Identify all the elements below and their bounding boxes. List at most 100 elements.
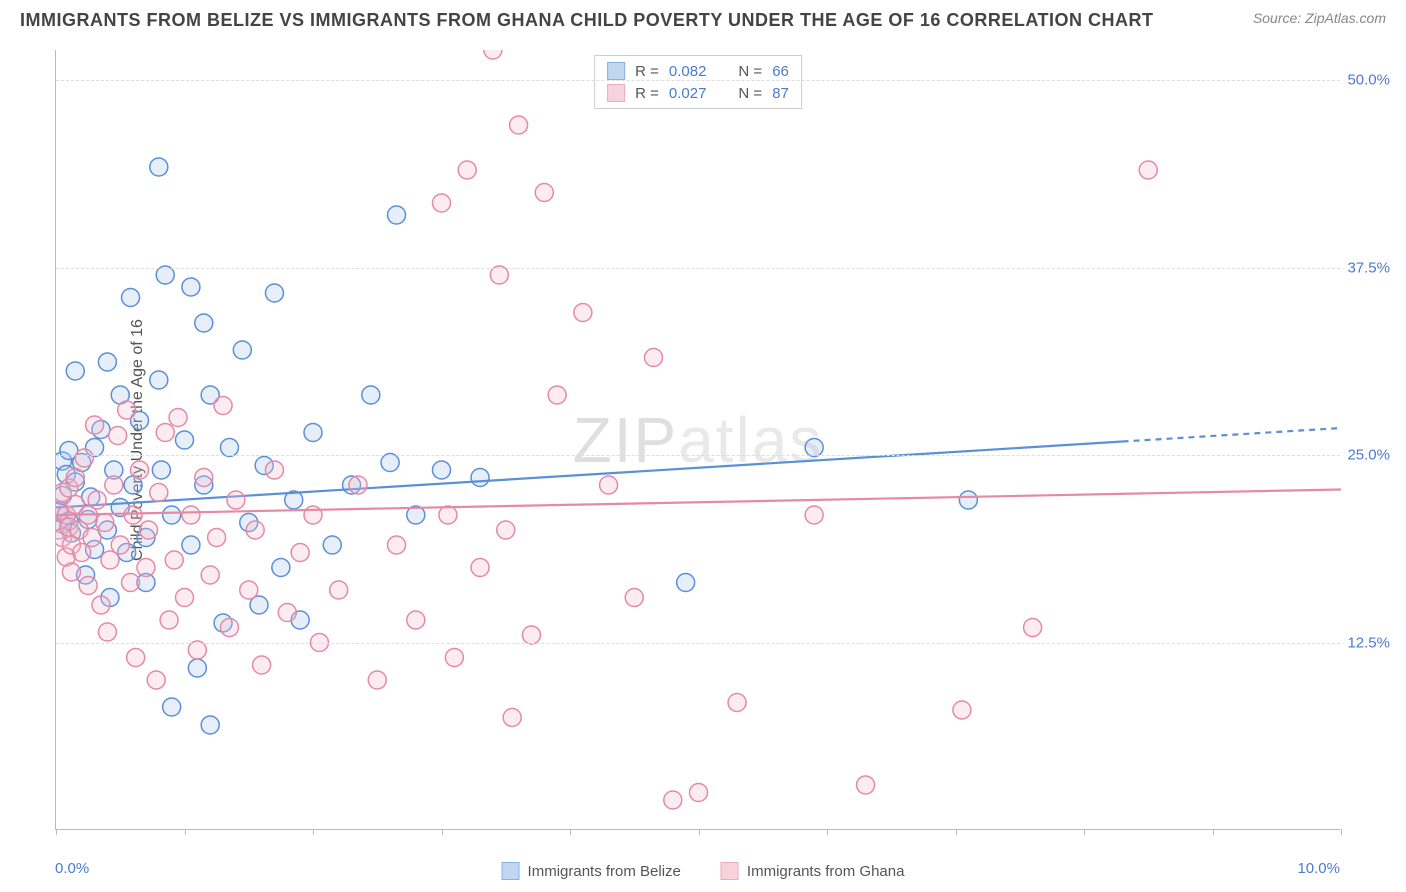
data-point-ghana (137, 559, 155, 577)
x-tick (956, 829, 957, 835)
x-tick (56, 829, 57, 835)
x-tick (1084, 829, 1085, 835)
data-point-ghana (265, 461, 283, 479)
gridline (56, 455, 1340, 456)
data-point-ghana (98, 623, 116, 641)
data-point-ghana (388, 536, 406, 554)
data-point-ghana (214, 397, 232, 415)
data-point-ghana (625, 589, 643, 607)
gridline (56, 80, 1340, 81)
x-tick (185, 829, 186, 835)
data-point-belize (150, 371, 168, 389)
source-attribution: Source: ZipAtlas.com (1253, 10, 1386, 26)
data-point-ghana (96, 514, 114, 532)
data-point-ghana (150, 484, 168, 502)
x-tick (442, 829, 443, 835)
data-point-ghana (176, 589, 194, 607)
legend-label: Immigrants from Belize (528, 863, 681, 880)
x-tick (1213, 829, 1214, 835)
data-point-ghana (88, 491, 106, 509)
y-tick-label: 12.5% (1347, 634, 1390, 651)
data-point-belize (156, 266, 174, 284)
data-point-ghana (147, 671, 165, 689)
x-axis-max: 10.0% (1297, 860, 1340, 877)
data-point-ghana (109, 427, 127, 445)
data-point-ghana (805, 506, 823, 524)
data-point-ghana (278, 604, 296, 622)
data-point-belize (163, 698, 181, 716)
y-tick-label: 25.0% (1347, 447, 1390, 464)
data-point-belize (388, 206, 406, 224)
data-point-ghana (484, 50, 502, 59)
data-point-ghana (111, 536, 129, 554)
legend-swatch (502, 862, 520, 880)
data-point-ghana (156, 424, 174, 442)
data-point-belize (188, 659, 206, 677)
data-point-belize (182, 536, 200, 554)
data-point-ghana (66, 469, 84, 487)
data-point-ghana (86, 416, 104, 434)
data-point-ghana (1139, 161, 1157, 179)
data-point-ghana (122, 574, 140, 592)
data-point-ghana (645, 349, 663, 367)
header: IMMIGRANTS FROM BELIZE VS IMMIGRANTS FRO… (0, 0, 1406, 31)
data-point-ghana (728, 694, 746, 712)
chart-title: IMMIGRANTS FROM BELIZE VS IMMIGRANTS FRO… (20, 10, 1154, 31)
data-point-ghana (75, 449, 93, 467)
data-point-ghana (79, 577, 97, 595)
data-point-belize (381, 454, 399, 472)
legend-label: Immigrants from Ghana (747, 863, 905, 880)
legend-item-ghana: Immigrants from Ghana (721, 862, 905, 880)
data-point-belize (959, 491, 977, 509)
data-point-ghana (407, 611, 425, 629)
data-point-ghana (118, 401, 136, 419)
trend-line-ghana (56, 490, 1341, 516)
data-point-belize (220, 439, 238, 457)
data-point-ghana (105, 476, 123, 494)
data-point-ghana (165, 551, 183, 569)
data-point-belize (233, 341, 251, 359)
data-point-ghana (127, 649, 145, 667)
data-point-ghana (664, 791, 682, 809)
data-point-ghana (169, 409, 187, 427)
data-point-ghana (291, 544, 309, 562)
data-point-ghana (471, 559, 489, 577)
data-point-ghana (1024, 619, 1042, 637)
x-tick (313, 829, 314, 835)
chart-area: Child Poverty Under the Age of 16 ZIPatl… (55, 50, 1385, 830)
data-point-ghana (330, 581, 348, 599)
data-point-belize (182, 278, 200, 296)
data-point-belize (323, 536, 341, 554)
data-point-ghana (195, 469, 213, 487)
data-point-belize (150, 158, 168, 176)
x-tick (699, 829, 700, 835)
data-point-ghana (182, 506, 200, 524)
series-legend: Immigrants from Belize Immigrants from Gh… (502, 862, 905, 880)
data-point-ghana (92, 596, 110, 614)
data-point-belize (201, 716, 219, 734)
y-tick-label: 37.5% (1347, 259, 1390, 276)
data-point-belize (176, 431, 194, 449)
data-point-belize (66, 362, 84, 380)
data-point-ghana (208, 529, 226, 547)
data-point-ghana (445, 649, 463, 667)
legend-item-belize: Immigrants from Belize (502, 862, 681, 880)
scatter-plot: ZIPatlas R =0.082N =66R =0.027N =87 12.5… (55, 50, 1340, 830)
data-point-ghana (439, 506, 457, 524)
data-point-ghana (600, 476, 618, 494)
data-point-ghana (240, 581, 258, 599)
data-point-ghana (124, 506, 142, 524)
data-point-belize (265, 284, 283, 302)
data-point-ghana (83, 529, 101, 547)
gridline (56, 268, 1340, 269)
data-point-belize (433, 461, 451, 479)
data-point-ghana (220, 619, 238, 637)
data-point-belize (304, 424, 322, 442)
data-point-belize (122, 289, 140, 307)
data-point-belize (152, 461, 170, 479)
y-tick-label: 50.0% (1347, 72, 1390, 89)
data-point-belize (362, 386, 380, 404)
data-point-ghana (548, 386, 566, 404)
data-point-ghana (131, 461, 149, 479)
data-point-ghana (503, 709, 521, 727)
